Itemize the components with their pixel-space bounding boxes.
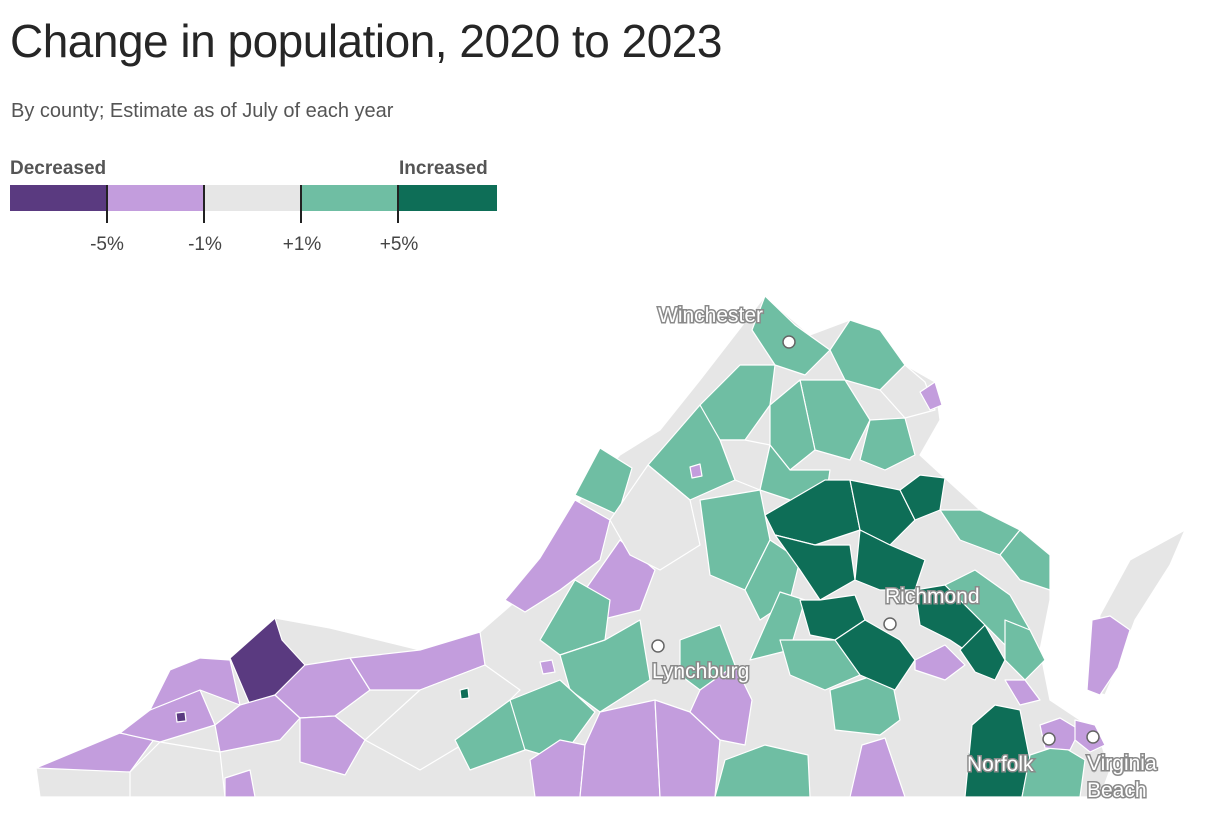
legend-tick-label: -1%: [188, 234, 222, 255]
legend-bin-increase: [302, 185, 399, 211]
county-prince-william: [859, 417, 916, 471]
county-northampton: [1086, 615, 1131, 696]
legend-tick-label: +1%: [282, 234, 322, 255]
legend-tick: [203, 185, 205, 223]
norfolk-marker: [1042, 732, 1056, 746]
county-shenandoah: [574, 447, 633, 516]
county-arlington: [919, 381, 943, 411]
county-central-1: [539, 579, 611, 656]
county-stafford: [899, 474, 946, 521]
legend-bin-strong-increase: [399, 185, 497, 211]
county-sw-2: [119, 689, 216, 743]
legend-bin-strong-decrease: [10, 185, 108, 211]
county-southside-4: [689, 664, 753, 746]
city-label-virginia-beach-line1: Virginia: [1087, 752, 1157, 775]
winchester-marker: [782, 335, 796, 349]
city-label-virginia-beach-line2: Beach: [1087, 779, 1147, 802]
richmond-marker: [883, 617, 897, 631]
county-sc-1: [129, 741, 226, 798]
county-southside-5: [714, 744, 811, 798]
city-salem-dot: [459, 687, 470, 700]
virginia-county-map: Winchester Richmond Lynchburg Norfolk Vi…: [35, 295, 1186, 804]
legend-tick: [300, 185, 302, 223]
county-southside-3: [654, 699, 721, 798]
county-james-city: [959, 624, 1006, 681]
lynchburg-marker: [651, 639, 665, 653]
county-rappahannock: [769, 379, 816, 471]
county-central-4: [454, 699, 526, 771]
county-augusta: [609, 464, 701, 571]
city-label-winchester: Winchester: [658, 304, 763, 327]
county-southside-8: [779, 639, 861, 691]
city-markers: [651, 335, 1100, 746]
legend-tick-label: -5%: [90, 234, 124, 255]
county-virginia-beach: [1021, 744, 1086, 798]
city-norton-dot: [175, 711, 187, 723]
county-york-poquoson: [1004, 679, 1041, 706]
county-highland-area: [504, 499, 611, 613]
legend-bin-stable: [205, 185, 302, 211]
county-charles-city: [914, 644, 966, 681]
city-label-norfolk: Norfolk: [967, 753, 1034, 776]
county-sw-8: [224, 769, 256, 798]
county-sw-6: [299, 715, 366, 776]
city-label-lynchburg: Lynchburg: [652, 660, 749, 683]
legend-tick: [397, 185, 399, 223]
virginia-beach-marker: [1086, 730, 1100, 744]
legend-increased-label: Increased: [399, 158, 488, 179]
legend: Decreased Increased -5% -1% +1% +5%: [10, 158, 500, 258]
city-harrisonburg-dot: [689, 463, 703, 479]
legend-tick: [106, 185, 108, 223]
county-caroline: [849, 479, 916, 546]
legend-tick-label: +5%: [379, 234, 419, 255]
chart-title: Change in population, 2020 to 2023: [10, 15, 722, 67]
county-sw-3: [149, 657, 241, 711]
city-label-richmond: Richmond: [885, 585, 980, 608]
city-labels: Winchester Richmond Lynchburg Norfolk Vi…: [651, 303, 1159, 804]
county-sc-2: [364, 664, 521, 771]
county-gloucester: [1004, 619, 1046, 681]
chart-subtitle: By county; Estimate as of July of each y…: [11, 100, 394, 122]
county-northern-neck-2: [999, 529, 1051, 591]
legend-decreased-label: Decreased: [10, 158, 107, 179]
legend-bin-decrease: [108, 185, 205, 211]
city-lexington-dot: [539, 659, 556, 675]
county-southside-6: [849, 737, 906, 798]
